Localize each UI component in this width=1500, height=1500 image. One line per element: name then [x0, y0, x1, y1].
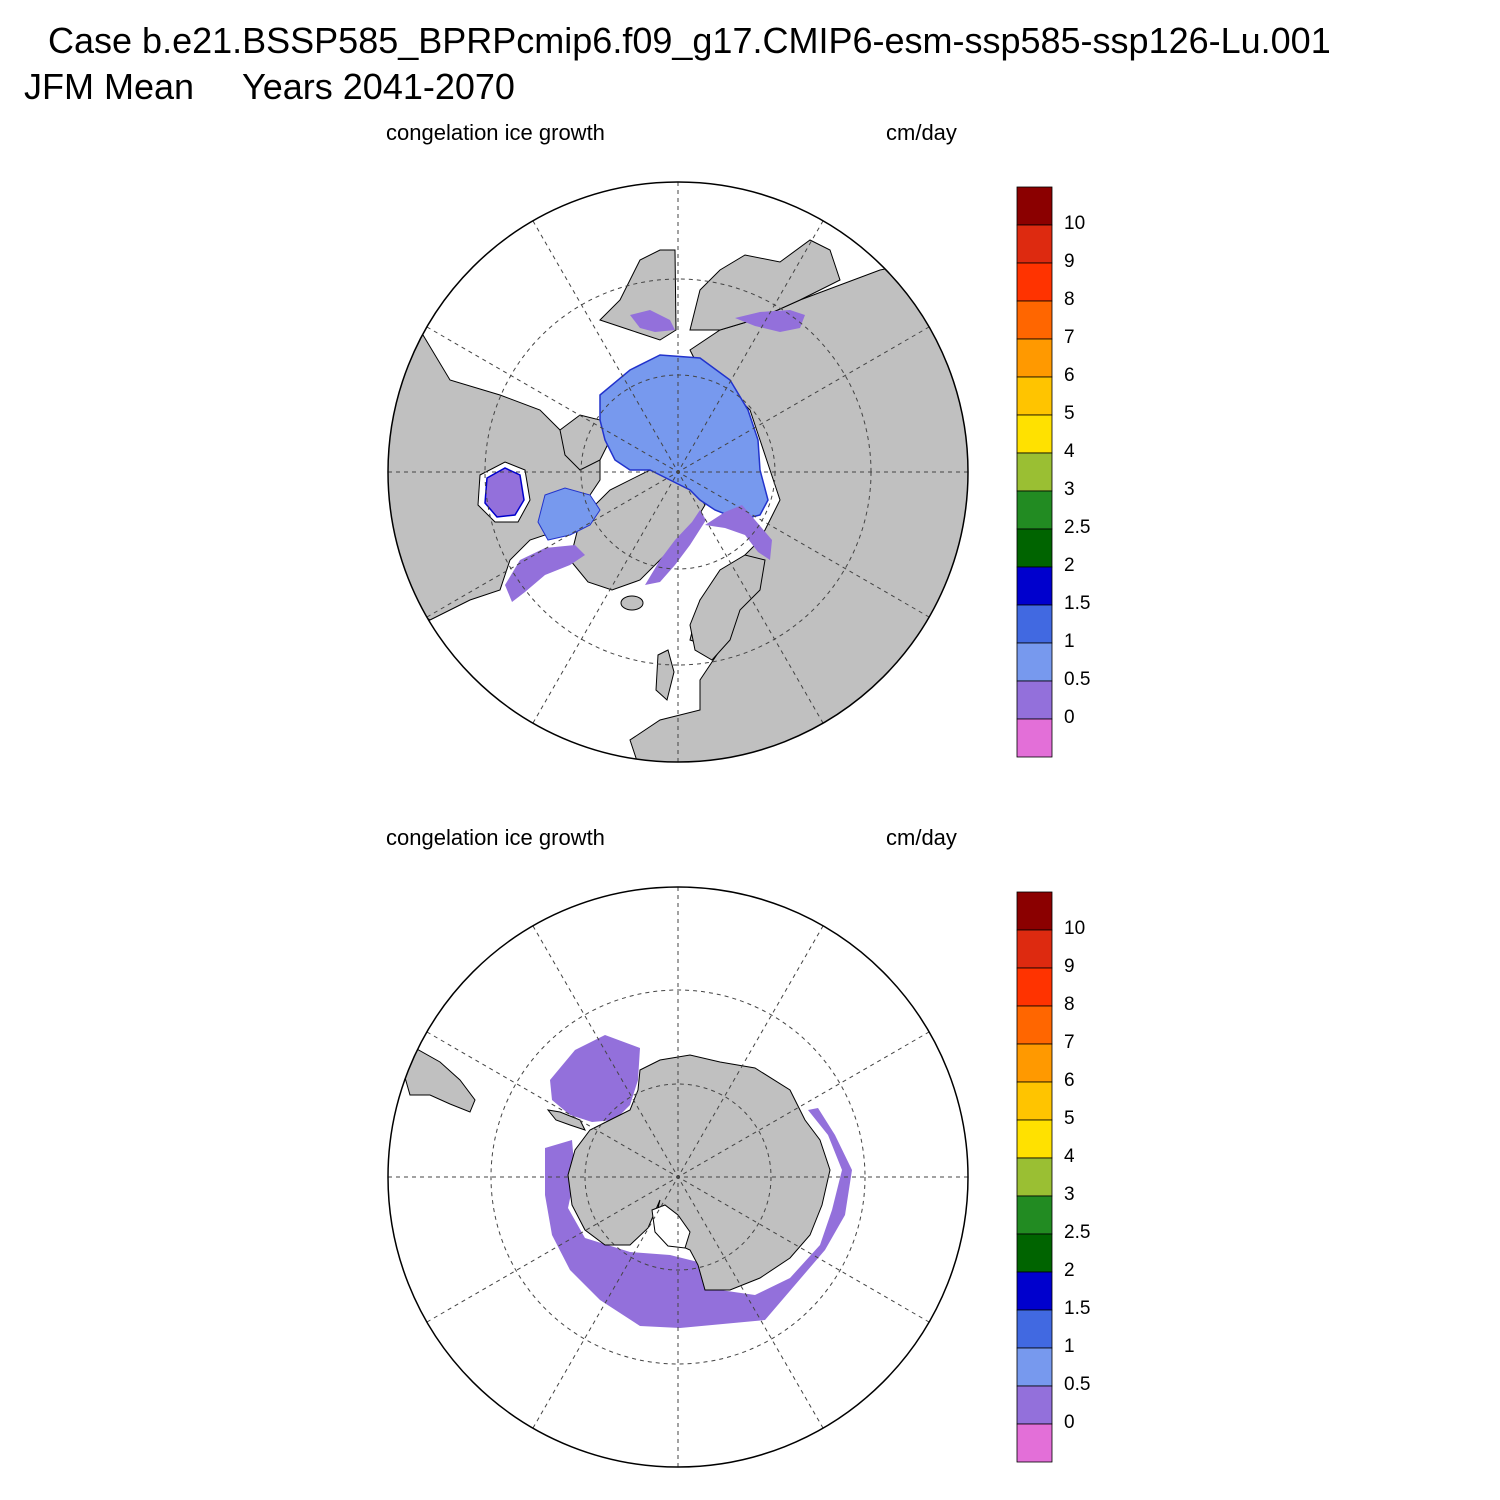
colorbar-south-swatch [1016, 1347, 1053, 1387]
panel-south-variable-label: congelation ice growth [386, 825, 605, 850]
colorbar-south-tick-label: 9 [1064, 956, 1075, 977]
colorbar-north-tick-label: 8 [1064, 289, 1075, 310]
barents-sea-ice [705, 505, 772, 560]
colorbar-south-tick-label: 3 [1064, 1184, 1075, 1205]
south-graticule [388, 887, 968, 1467]
colorbar-north-swatch [1016, 376, 1053, 416]
colorbar-north-tick-label: 2 [1064, 555, 1075, 576]
season-label: JFM Mean [24, 66, 195, 107]
colorbar-north-swatch [1016, 262, 1053, 302]
weddell-sea-ice [550, 1035, 640, 1122]
colorbar-north-tick-label: 4 [1064, 441, 1075, 462]
colorbar-south-tick-label: 5 [1064, 1108, 1075, 1129]
case-title: Case b.e21.BSSP585_BPRPcmip6.f09_g17.CMI… [48, 20, 1331, 61]
colorbar-south-swatch [1016, 1271, 1053, 1311]
colorbar-north-swatch [1016, 300, 1053, 340]
ross-amundsen-sea-ice [545, 1108, 852, 1328]
colorbar-south-tick-label: 2 [1064, 1260, 1075, 1281]
colorbar-north-swatch [1016, 604, 1053, 644]
colorbar-north-tick-label: 1.5 [1064, 593, 1091, 614]
ross-ice-shelf-notch [651, 1204, 691, 1249]
colorbar-south-swatch [1016, 1043, 1053, 1083]
colorbar-south-tick-label: 7 [1064, 1032, 1075, 1053]
colorbar-north-swatch [1016, 186, 1053, 226]
colorbar-north-tick-label: 10 [1064, 213, 1086, 234]
colorbar-north-tick-label: 0.5 [1064, 669, 1091, 690]
colorbar-north-swatch [1016, 642, 1053, 682]
colorbar-north-swatch [1016, 718, 1053, 758]
canadian-archipelago [559, 414, 611, 471]
labrador-sea-ice [505, 545, 585, 602]
baffin-bay-sea-ice [537, 487, 601, 541]
okhotsk-sea-ice [735, 310, 805, 332]
colorbar-north-swatch [1016, 566, 1053, 606]
colorbar-south-swatch [1016, 891, 1053, 931]
colorbar-north-swatch [1016, 452, 1053, 492]
south-america-landmass [399, 1047, 476, 1113]
colorbar-north-swatch [1016, 224, 1053, 264]
bering-sea-ice [630, 310, 675, 332]
colorbar-north-tick-label: 9 [1064, 251, 1075, 272]
colorbar-south [1016, 891, 1053, 1463]
scandinavia-landmass [689, 554, 766, 661]
colorbar-south-tick-label: 2.5 [1064, 1222, 1091, 1243]
south-map-border [387, 886, 969, 1468]
colorbar-north-swatch [1016, 414, 1053, 454]
colorbar-south-swatch [1016, 1119, 1053, 1159]
iceland [620, 595, 644, 611]
colorbar-south-swatch [1016, 1309, 1053, 1349]
colorbar-south-swatch [1016, 1423, 1053, 1463]
north-graticule [388, 182, 968, 762]
panel-south-units: cm/day [886, 825, 957, 850]
colorbar-south-swatch [1016, 1081, 1053, 1121]
colorbar-north-swatch [1016, 338, 1053, 378]
colorbar-south-tick-label: 0.5 [1064, 1374, 1091, 1395]
colorbar-south-swatch [1016, 1005, 1053, 1045]
panel-north-variable-label: congelation ice growth [386, 120, 605, 145]
colorbar-south-tick-label: 8 [1064, 994, 1075, 1015]
colorbar-north-tick-label: 2.5 [1064, 517, 1091, 538]
colorbar-south-tick-label: 0 [1064, 1412, 1075, 1433]
colorbar-north-tick-label: 6 [1064, 365, 1075, 386]
colorbar-north-swatch [1016, 490, 1053, 530]
antarctica-landmass [567, 1054, 831, 1291]
colorbar-south-swatch [1016, 929, 1053, 969]
colorbar-south-swatch [1016, 1385, 1053, 1425]
greenland-sea-ice [645, 510, 706, 585]
colorbar-south-swatch [1016, 1233, 1053, 1273]
north-map-border [387, 181, 969, 763]
colorbar-north-tick-label: 7 [1064, 327, 1075, 348]
colorbar-south-swatch [1016, 1157, 1053, 1197]
colorbar-north-tick-label: 3 [1064, 479, 1075, 500]
season-years-title: JFM Mean Years 2041-2070 [24, 66, 1500, 108]
north-polar-map [387, 181, 969, 763]
colorbar-north-tick-label: 1 [1064, 631, 1075, 652]
british-isles [655, 649, 675, 701]
colorbar-south-tick-label: 10 [1064, 918, 1086, 939]
colorbar-south-tick-label: 1.5 [1064, 1298, 1091, 1319]
colorbar-north-tick-label: 5 [1064, 403, 1075, 424]
years-label: Years 2041-2070 [242, 66, 515, 107]
colorbar-north-swatch [1016, 680, 1053, 720]
colorbar-north-tick-label: 0 [1064, 707, 1075, 728]
panel-north-units: cm/day [886, 120, 957, 145]
colorbar-south-swatch [1016, 1195, 1053, 1235]
hudson-bay-sea-ice [484, 467, 525, 518]
colorbar-south-tick-label: 1 [1064, 1336, 1075, 1357]
colorbar-south-tick-label: 6 [1064, 1070, 1075, 1091]
colorbar-south-swatch [1016, 967, 1053, 1007]
colorbar-south-tick-label: 4 [1064, 1146, 1075, 1167]
south-polar-map [387, 886, 969, 1468]
colorbar-north-swatch [1016, 528, 1053, 568]
colorbar-north [1016, 186, 1053, 758]
